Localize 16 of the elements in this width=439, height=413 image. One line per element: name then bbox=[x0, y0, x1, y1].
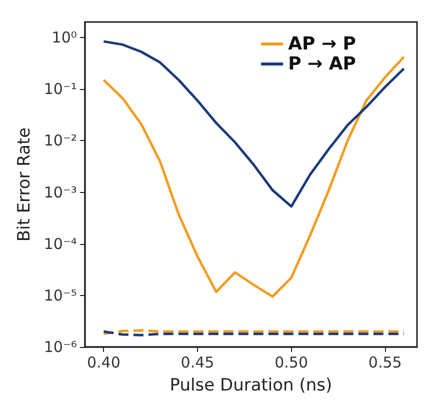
y-tick-label: 10⁻⁵ bbox=[44, 286, 77, 304]
x-tick-label: 0.55 bbox=[368, 354, 402, 372]
y-tick-label: 10⁰ bbox=[52, 28, 77, 47]
x-tick-label: 0.40 bbox=[86, 354, 120, 372]
y-axis-title: Bit Error Rate bbox=[14, 127, 34, 242]
y-tick-label: 10⁻² bbox=[44, 132, 77, 150]
legend-label: P → AP bbox=[288, 54, 356, 74]
y-tick-label: 10⁻¹ bbox=[44, 80, 77, 98]
line-series bbox=[102, 56, 406, 298]
y-tick-label: 10⁻³ bbox=[44, 183, 77, 202]
y-tick-label: 10⁻⁴ bbox=[44, 234, 77, 253]
x-axis-title: Pulse Duration (ns) bbox=[170, 376, 332, 396]
x-tick-label: 0.45 bbox=[180, 354, 214, 372]
x-tick-label: 0.50 bbox=[274, 354, 308, 372]
legend-label: AP → P bbox=[288, 34, 356, 54]
y-tick-label: 10⁻⁶ bbox=[44, 338, 77, 356]
